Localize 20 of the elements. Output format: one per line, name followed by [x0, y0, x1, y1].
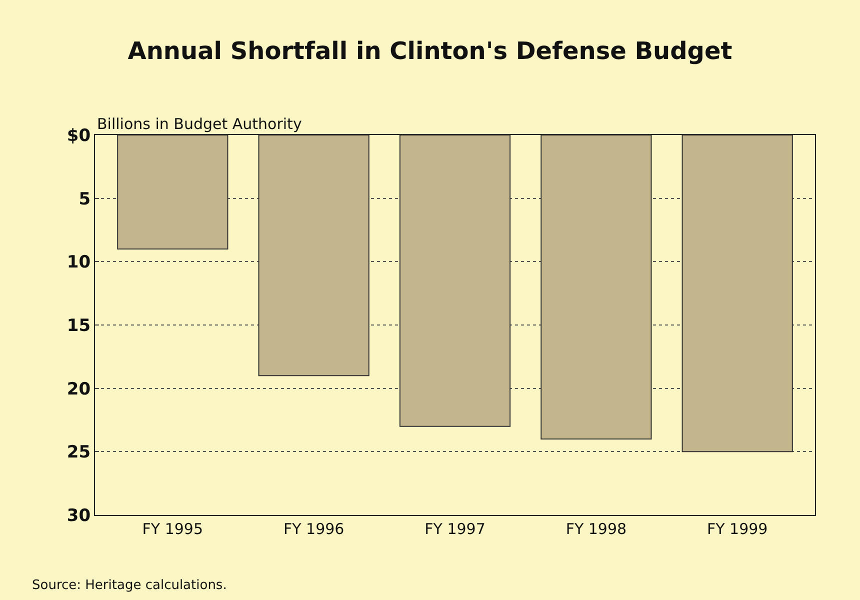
source-note: Source: Heritage calculations.	[32, 578, 227, 593]
y-tick-label: 25	[66, 442, 91, 463]
bar	[540, 135, 652, 440]
x-tick-label: FY 1996	[283, 520, 344, 538]
y-tick-label: 20	[66, 379, 91, 400]
bar	[399, 135, 511, 427]
y-tick-label: 10	[66, 252, 91, 273]
x-tick-label: FY 1998	[566, 520, 627, 538]
y-tick-label: $0	[66, 126, 91, 146]
y-tick-label: 5	[78, 189, 91, 210]
y-axis-title: Billions in Budget Authority	[97, 115, 302, 133]
y-tick-label: 30	[66, 506, 91, 526]
x-tick-label: FY 1995	[142, 520, 204, 538]
x-tick-label: FY 1997	[424, 520, 486, 538]
y-tick-label: 15	[66, 316, 91, 336]
x-tick-label: FY 1999	[706, 520, 768, 538]
chart-title: Annual Shortfall in Clinton's Defense Budget	[128, 36, 732, 65]
bar	[258, 135, 370, 376]
bar	[117, 135, 228, 250]
bar	[682, 135, 793, 452]
